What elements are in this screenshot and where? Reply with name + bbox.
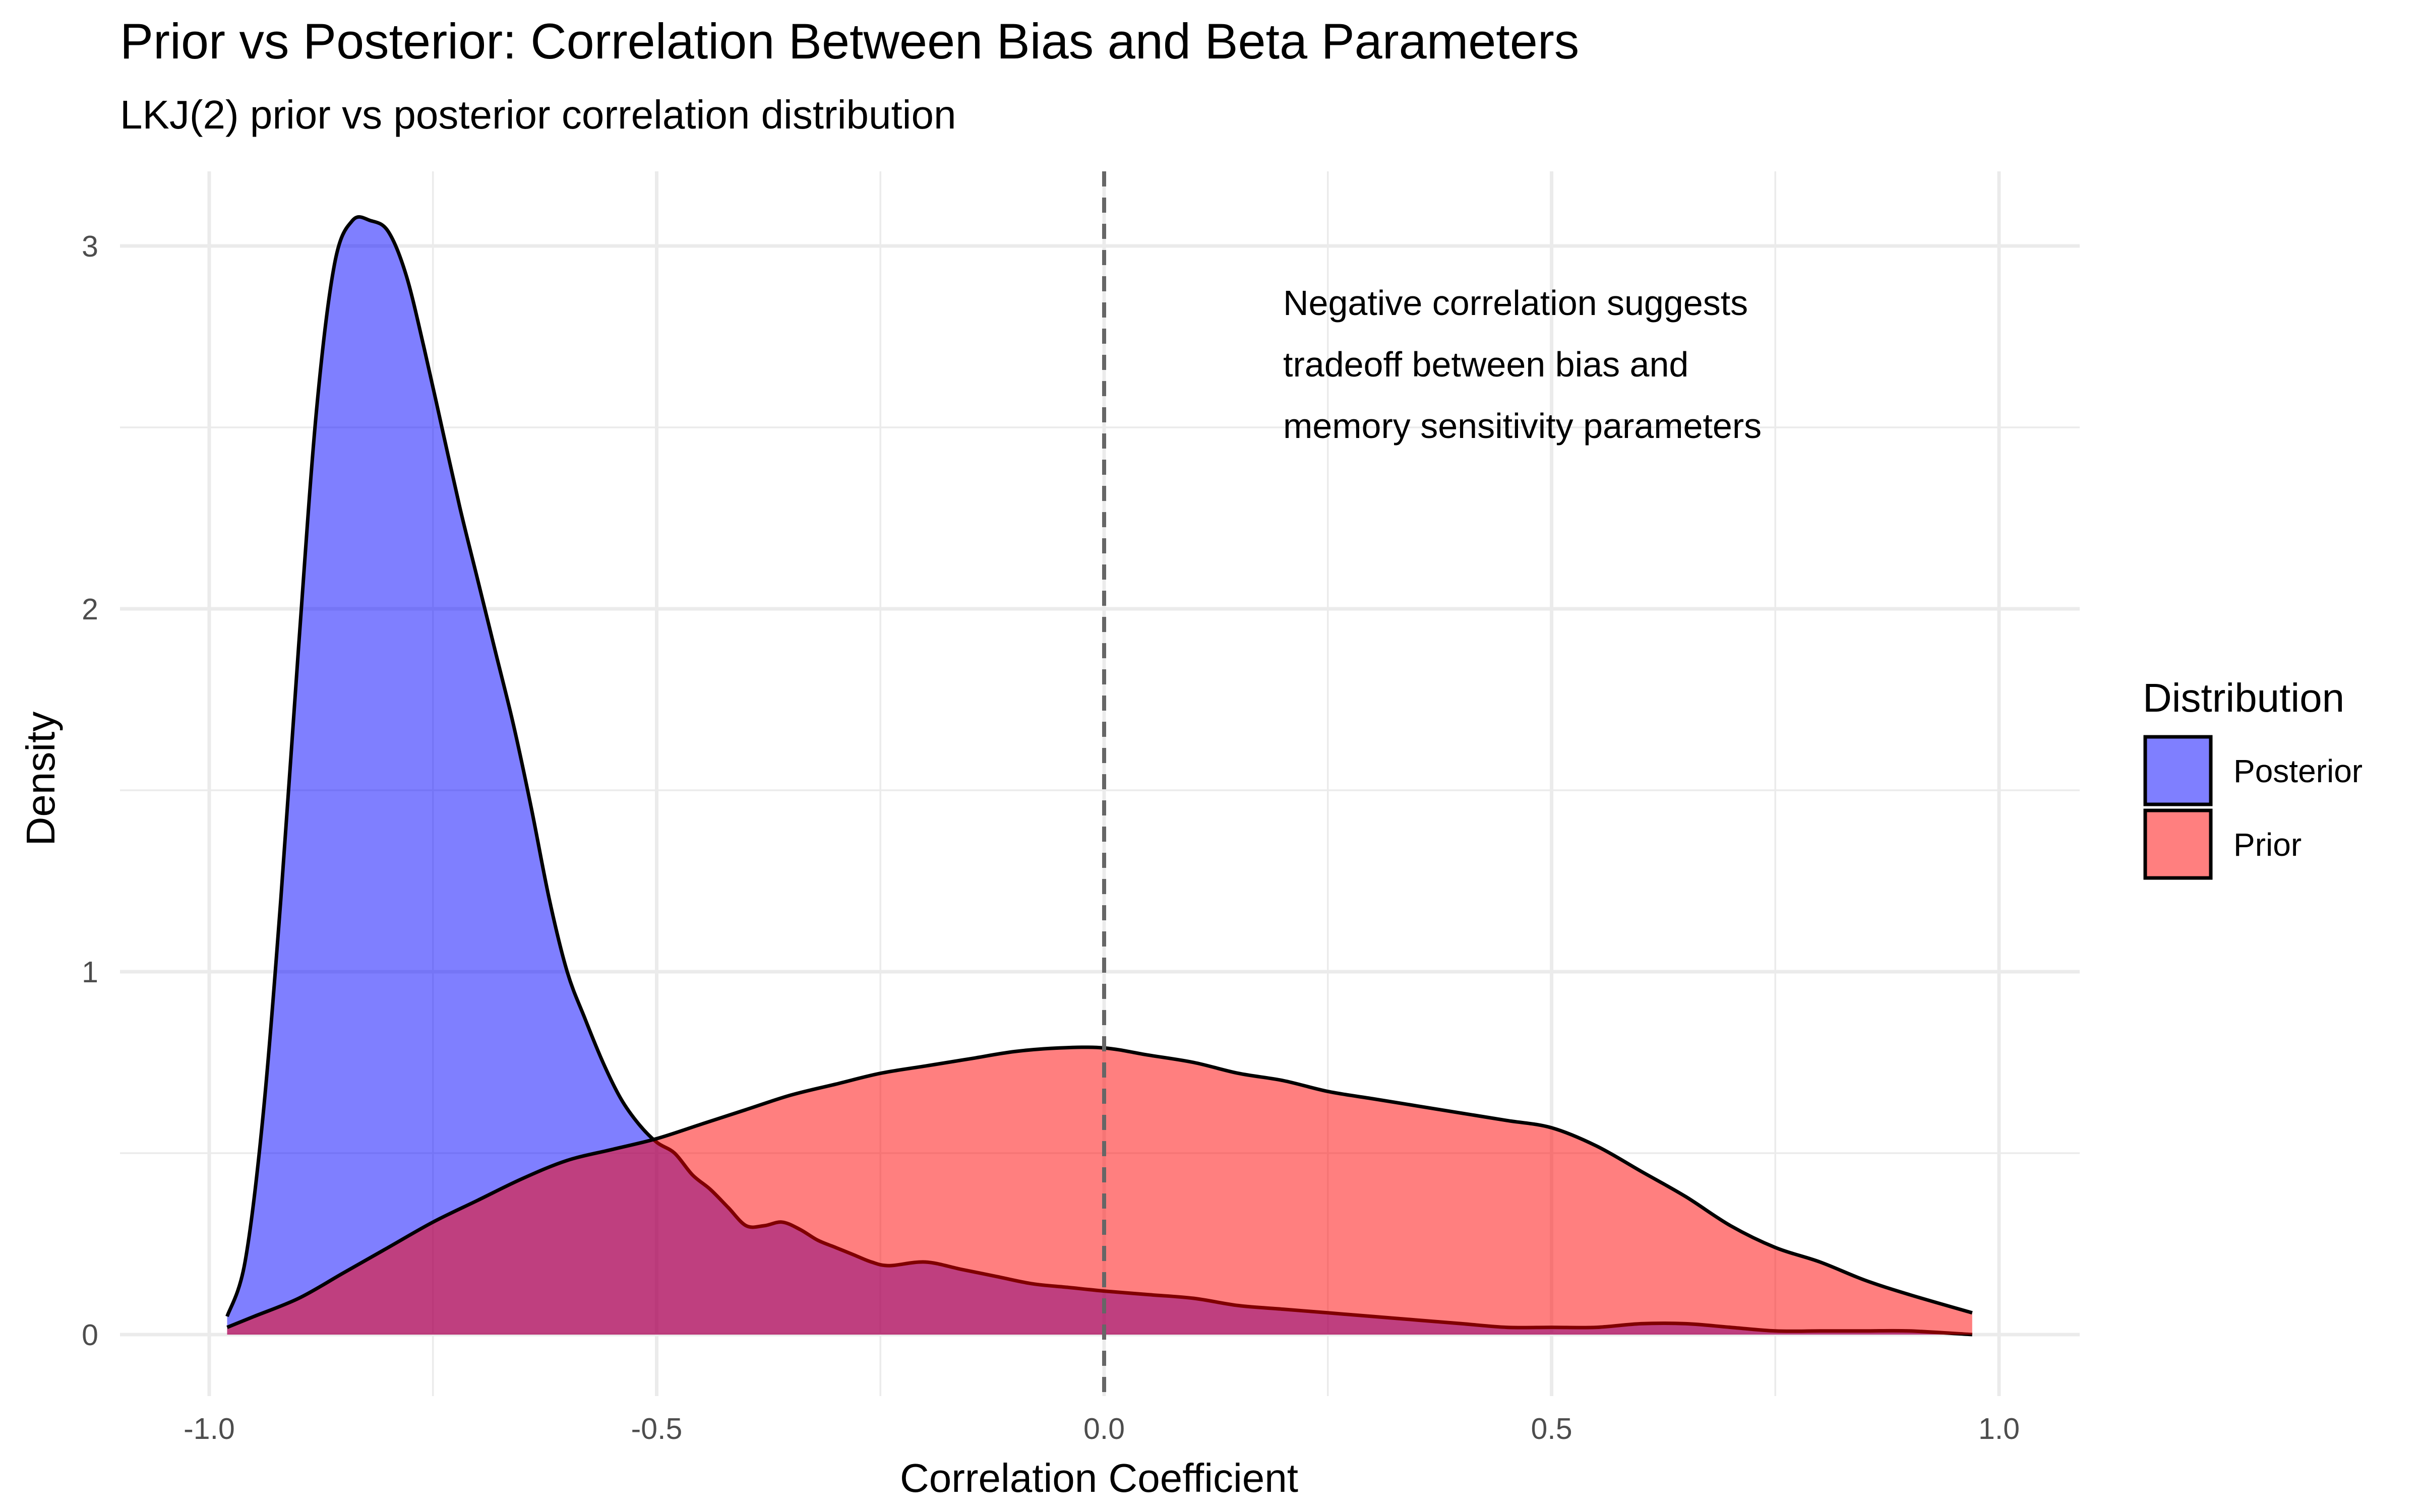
annotation-line: memory sensitivity parameters <box>1283 406 1762 446</box>
legend: Distribution Posterior Prior <box>2143 675 2363 880</box>
x-tick-label: -0.5 <box>631 1412 683 1445</box>
annotation: Negative correlation suggests tradeoff be… <box>1283 283 1762 446</box>
x-axis-title: Correlation Coefficient <box>900 1456 1298 1500</box>
annotation-line: Negative correlation suggests <box>1283 283 1748 323</box>
y-tick-label: 2 <box>82 593 98 626</box>
x-tick-label: 1.0 <box>1978 1412 2020 1445</box>
legend-key-posterior <box>2143 735 2213 806</box>
density-areas <box>225 215 1973 1337</box>
y-tick-label: 3 <box>82 230 98 263</box>
annotation-line: tradeoff between bias and <box>1283 345 1688 384</box>
legend-label-posterior: Posterior <box>2233 753 2363 789</box>
posterior-density-area <box>227 217 1972 1335</box>
chart-subtitle: LKJ(2) prior vs posterior correlation di… <box>120 92 956 137</box>
x-tick-label: 0.5 <box>1531 1412 1572 1445</box>
x-tick-label: 0.0 <box>1083 1412 1125 1445</box>
axis-ticks: -1.0 -0.5 0.0 0.5 1.0 0 1 2 3 <box>82 230 2020 1445</box>
x-tick-label: -1.0 <box>184 1412 235 1445</box>
y-tick-label: 0 <box>82 1318 98 1352</box>
legend-title: Distribution <box>2143 675 2344 720</box>
legend-key-prior <box>2143 808 2213 880</box>
prior-density-area <box>227 1047 1972 1335</box>
y-axis-title: Density <box>18 712 63 846</box>
legend-label-prior: Prior <box>2233 827 2302 863</box>
y-tick-label: 1 <box>82 956 98 989</box>
chart-title: Prior vs Posterior: Correlation Between … <box>120 13 1579 69</box>
prior-density-line <box>226 1045 1973 1329</box>
